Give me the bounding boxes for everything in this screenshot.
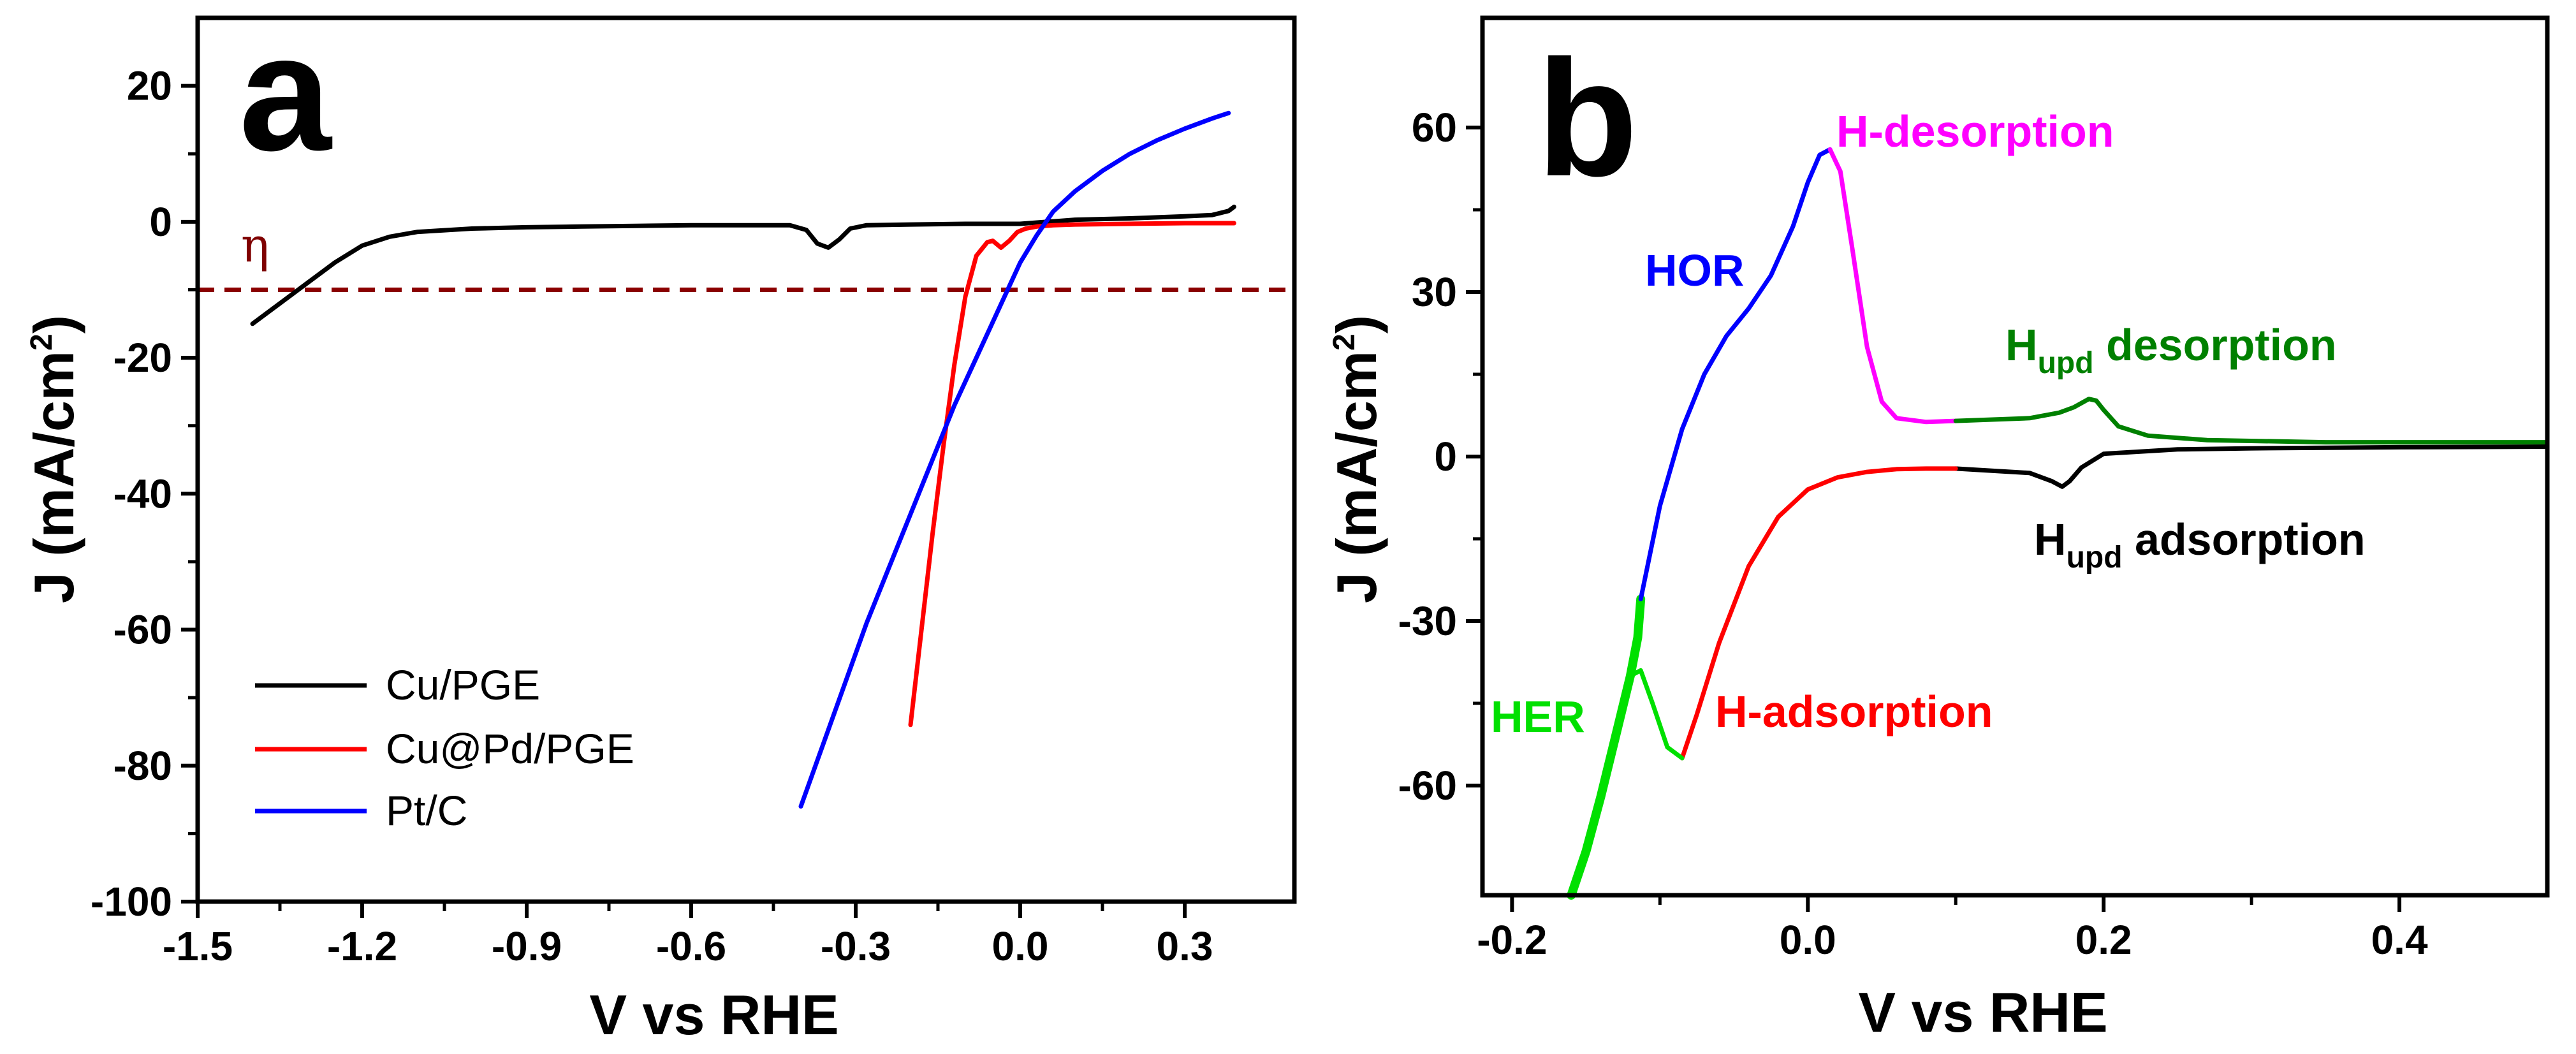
panel-a-xlabel: V vs RHE: [589, 983, 838, 1046]
panel-a-xtick-label: -1.5: [163, 923, 233, 969]
panel-b-ticks: -0.2 0.0 0.2 0.4 -60 -30 0 30 60: [1398, 105, 2428, 963]
annotation-hupd-desorption: Hupd desorption: [2005, 320, 2337, 380]
series-cu-pd-pge: [908, 221, 1236, 728]
panel-a-ylabel-sup: 2: [25, 333, 59, 351]
series-h-desorption: [1827, 147, 1958, 425]
annotation-hupd-adsorption-h: H: [2034, 515, 2067, 564]
panel-a-ytick-label: 0: [149, 199, 172, 245]
panel-b-ylabel-main: J (mA/cm: [1325, 351, 1388, 603]
panel-b-ytick-label: 30: [1412, 269, 1457, 315]
series-h-adsorption: [1680, 466, 1958, 761]
panel-b-xlabel: V vs RHE: [1858, 981, 2107, 1044]
panel-b-xtick-label: -0.2: [1477, 917, 1547, 963]
panel-a-ytick-label: 20: [127, 63, 172, 109]
legend: Cu/PGE Cu@Pd/PGE Pt/C: [255, 661, 634, 834]
panel-a-xtick-label: -0.9: [492, 923, 562, 969]
panel-a-xtick-label: -0.6: [656, 923, 726, 969]
panel-a-ytick-label: -60: [113, 607, 173, 653]
annotation-hor: HOR: [1645, 245, 1745, 295]
panel-a-ylabel-close: ): [22, 315, 85, 333]
panel-b-letter: b: [1537, 26, 1638, 211]
annotation-her: HER: [1491, 692, 1585, 742]
annotation-hupd-desorption-h: H: [2005, 320, 2038, 370]
panel-b-ytick-label: -60: [1398, 763, 1458, 809]
panel-a-xtick-label: -0.3: [821, 923, 891, 969]
panel-b-ytick-label: 0: [1434, 434, 1457, 479]
series-her: [1567, 594, 1646, 900]
annotation-hupd-desorption-sub: upd: [2038, 346, 2094, 380]
panel-a-letter: a: [239, 1, 332, 186]
panel-a-ytick-label: -20: [113, 335, 173, 381]
annotation-hupd-adsorption-rest: adsorption: [2123, 515, 2366, 564]
eta-label: η: [241, 218, 269, 273]
panel-a-xtick-label: -1.2: [327, 923, 397, 969]
panel-a-ytick-label: -40: [113, 471, 173, 516]
series-cu-pge: [250, 204, 1236, 326]
panel-a-series: [198, 110, 1294, 809]
panel-b-xtick-label: 0.4: [2371, 917, 2428, 963]
annotation-h-desorption: H-desorption: [1836, 106, 2114, 156]
panel-b-ylabel: J (mA/cm2): [1325, 315, 1388, 603]
panel-a-ytick-label: -80: [113, 743, 173, 789]
annotation-hupd-adsorption-sub: upd: [2067, 541, 2123, 575]
panel-a-ylabel: J (mA/cm2): [22, 315, 85, 603]
panel-a-ylabel-main: J (mA/cm: [22, 351, 85, 603]
panel-a: -1.5 -1.2 -0.9 -0.6 -0.3 0.0 0.3 -100 -80 -60 -40 -…: [22, 1, 1297, 1046]
panel-a-ytick-label: -100: [91, 879, 172, 925]
series-hor: [1638, 147, 1833, 602]
series-pt-c: [798, 110, 1231, 809]
panel-a-xtick-label: 0.0: [992, 923, 1049, 969]
panel-a-ticks: -1.5 -1.2 -0.9 -0.6 -0.3 0.0 0.3 -100 -80 -60 -40 -…: [91, 63, 1213, 969]
panel-a-frame: [195, 15, 1297, 904]
legend-label-pt-c: Pt/C: [386, 787, 467, 834]
series-h-adsorption-loop: [1601, 668, 1685, 788]
panel-b: -0.2 0.0 0.2 0.4 -60 -30 0 30 60 b V vs RHE J (m…: [1325, 15, 2550, 1044]
legend-label-cu-pge: Cu/PGE: [386, 661, 540, 708]
panel-b-ytick-label: -30: [1398, 598, 1458, 644]
panel-b-xtick-label: 0.2: [2075, 917, 2132, 963]
panel-b-series: [1567, 147, 2550, 900]
series-hupd-desorption: [1953, 397, 2550, 445]
panel-b-ytick-label: 60: [1412, 105, 1457, 150]
legend-label-cu-pd-pge: Cu@Pd/PGE: [386, 725, 634, 772]
panel-a-xtick-label: 0.3: [1157, 923, 1213, 969]
panel-b-ylabel-sup: 2: [1328, 333, 1361, 351]
series-hupd-adsorption: [1953, 444, 2550, 489]
annotation-hupd-adsorption: Hupd adsorption: [2034, 515, 2366, 575]
annotation-hupd-desorption-rest: desorption: [2094, 320, 2337, 370]
panel-b-xtick-label: 0.0: [1780, 917, 1836, 963]
panel-b-ylabel-close: ): [1325, 315, 1388, 333]
annotation-h-adsorption: H-adsorption: [1715, 687, 1993, 736]
